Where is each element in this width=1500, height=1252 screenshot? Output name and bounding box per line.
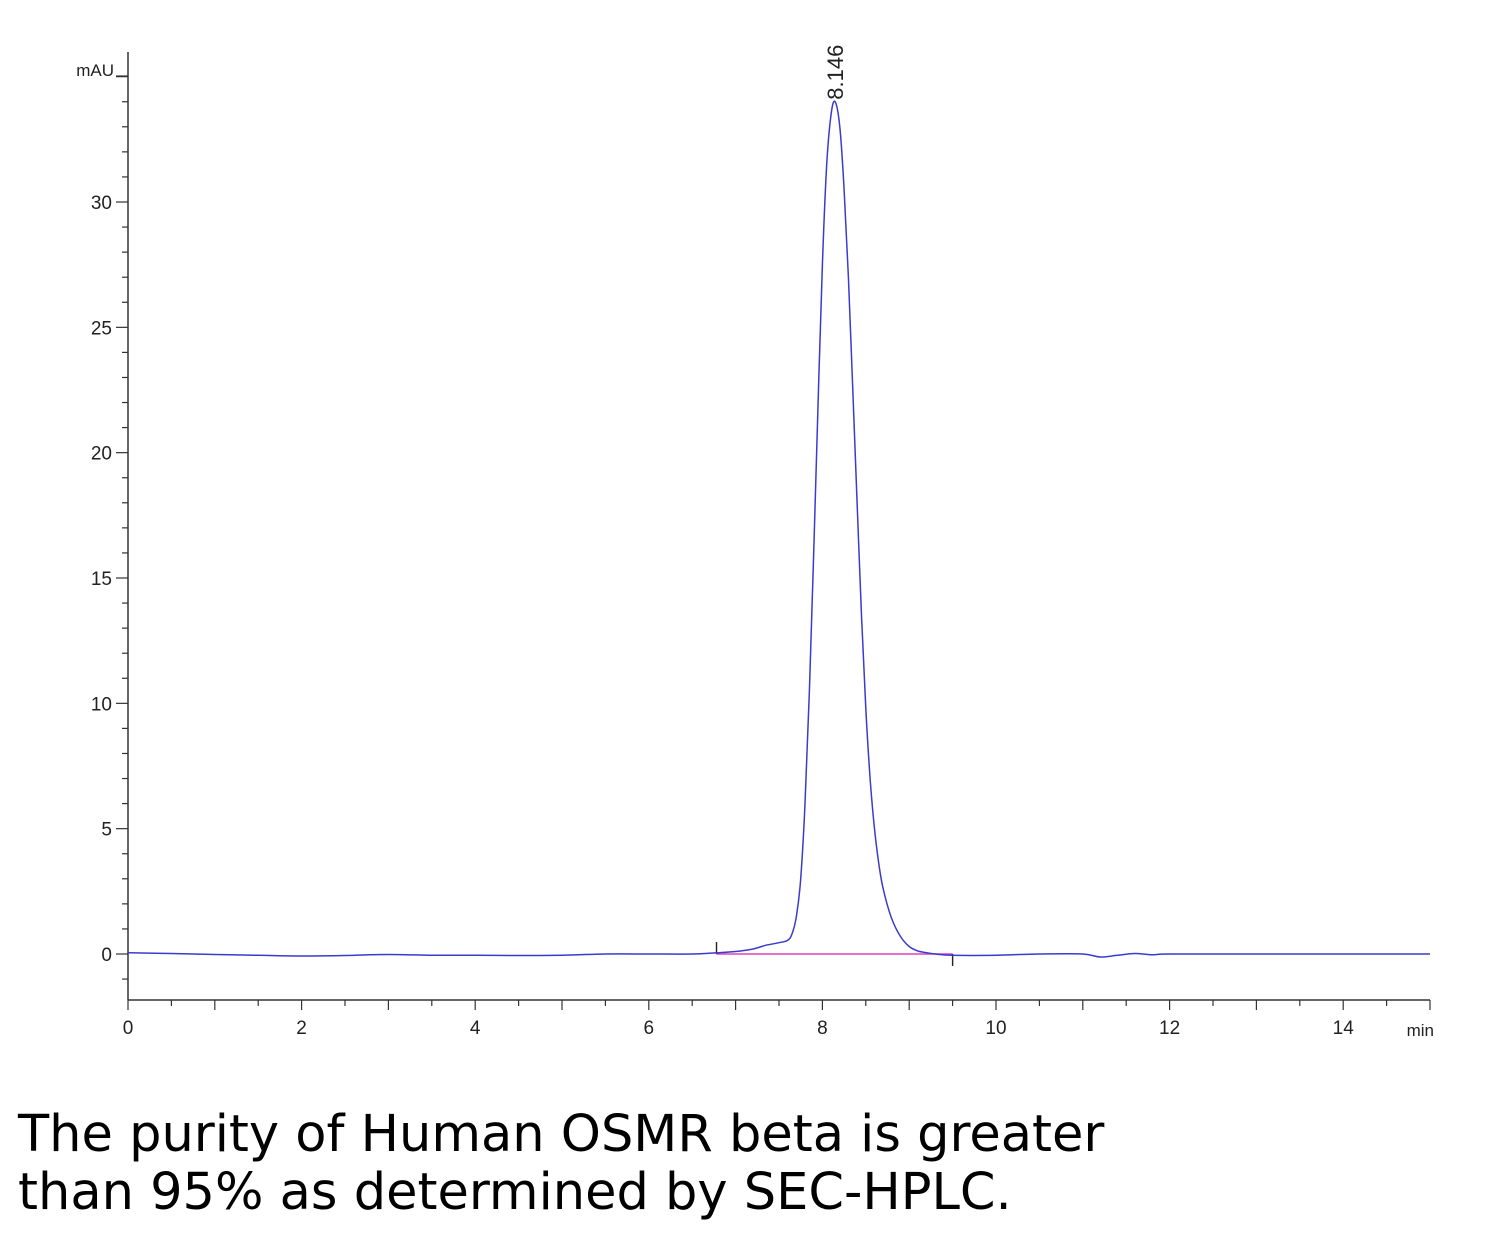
figure-caption: The purity of Human OSMR beta is greater… (18, 1106, 1478, 1222)
y-axis-unit-label: mAU (76, 61, 114, 80)
caption-line-2: than 95% as determined by SEC-HPLC. (18, 1163, 1012, 1222)
y-tick-label: 30 (91, 193, 112, 214)
x-axis-ticks: 0 2 4 6 8 10 12 14 (123, 1000, 1431, 1039)
y-axis-ticks: 0 5 10 15 20 25 30 (91, 75, 128, 980)
x-tick-label: 12 (1159, 1018, 1180, 1039)
chart-axes (127, 52, 1430, 1001)
x-tick-label: 0 (123, 1018, 134, 1039)
x-tick-label: 10 (985, 1018, 1006, 1039)
y-tick-label: 20 (91, 444, 112, 465)
plot-area: 8.146 (127, 45, 1431, 966)
x-tick-label: 8 (817, 1018, 828, 1039)
x-axis-unit-label: min (1407, 1021, 1434, 1040)
caption-line-1: The purity of Human OSMR beta is greater (18, 1105, 1105, 1164)
y-tick-label: 0 (101, 945, 112, 966)
peak-retention-time-label: 8.146 (823, 45, 848, 100)
x-tick-label: 2 (296, 1018, 307, 1039)
chromatogram-series-line (127, 100, 1431, 958)
x-tick-label: 4 (470, 1018, 481, 1039)
y-tick-label: 25 (91, 318, 112, 339)
chromatogram-chart: 0 5 10 15 20 25 30 0 2 4 6 8 10 12 14 8.146 mAU min (76, 45, 1434, 1040)
y-tick-label: 10 (91, 694, 112, 715)
y-tick-label: 15 (91, 569, 112, 590)
x-tick-label: 6 (644, 1018, 655, 1039)
y-tick-label: 5 (101, 820, 112, 841)
x-tick-label: 14 (1333, 1018, 1355, 1039)
